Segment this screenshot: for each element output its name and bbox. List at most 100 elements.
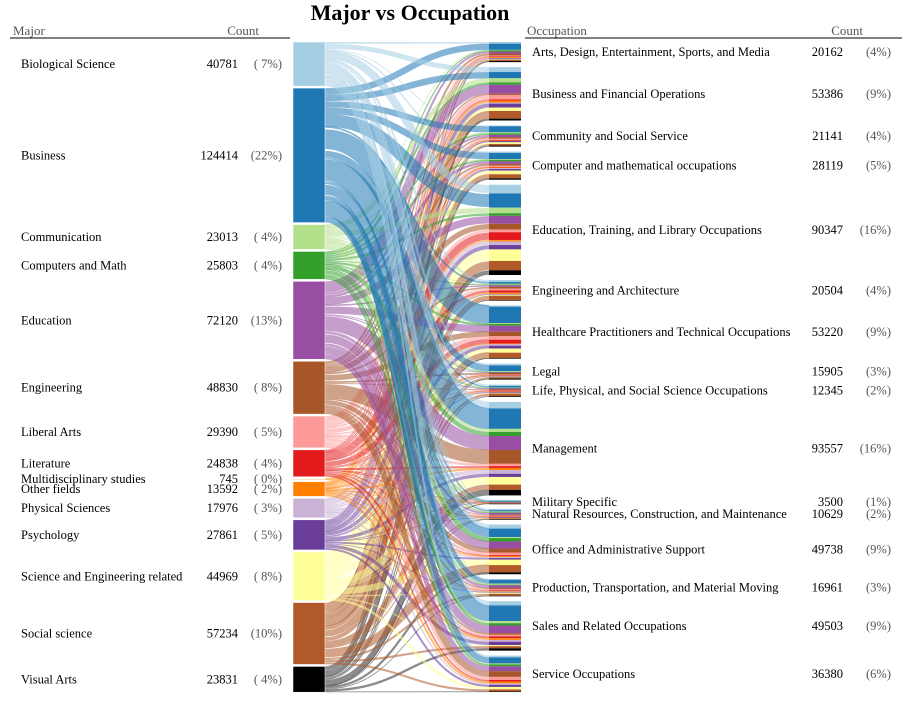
occupation-label-arts-design-entertainment-sports-and-media: Arts, Design, Entertainment, Sports, and… bbox=[532, 45, 770, 59]
occupation-segment-healthcare-practitioners-and-technical-occupations-business bbox=[489, 306, 521, 324]
occupation-pct-military-specific: (1%) bbox=[866, 495, 891, 509]
occupation-segment-healthcare-practitioners-and-technical-occupations-engineering bbox=[489, 331, 521, 337]
occupation-segment-service-occupations-science-and-engineering-related bbox=[489, 686, 521, 690]
flow-biological-science-to-education-training-and-library-occupations bbox=[324, 50, 490, 194]
occupation-segment-sales-and-related-occupations-computers-and-math bbox=[489, 623, 521, 626]
occupation-segment-service-occupations-other-fields bbox=[489, 681, 521, 684]
occupation-segment-production-transportation-and-material-moving-science-and-engineering-related bbox=[489, 592, 521, 594]
occupation-pct-office-and-administrative-support: (9%) bbox=[866, 542, 891, 556]
occupation-segment-natural-resources-construction-and-maintenance-literature bbox=[489, 516, 521, 517]
occupation-count-office-and-administrative-support: 49738 bbox=[812, 542, 843, 556]
major-count-engineering: 48830 bbox=[207, 381, 238, 395]
occupation-segment-computer-and-mathematical-occupations-science-and-engineering-related bbox=[489, 170, 521, 175]
occupation-segment-business-and-financial-operations-other-fields bbox=[489, 100, 521, 103]
occupation-count-legal: 15905 bbox=[812, 365, 843, 379]
occupation-segment-engineering-and-architecture-literature bbox=[489, 290, 521, 293]
occupation-segment-education-training-and-library-occupations-computers-and-math bbox=[489, 213, 521, 216]
occupation-segment-natural-resources-construction-and-maintenance-social-science bbox=[489, 518, 521, 520]
major-pct-education: (13%) bbox=[251, 313, 282, 327]
occupation-label-natural-resources-construction-and-maintenance: Natural Resources, Construction, and Mai… bbox=[532, 507, 787, 521]
occupation-segment-service-occupations-communication bbox=[489, 663, 521, 665]
occupation-segment-arts-design-entertainment-sports-and-media-liberal-arts bbox=[489, 55, 521, 57]
occupation-segment-education-training-and-library-occupations-social-science bbox=[489, 260, 521, 271]
major-label-communication: Communication bbox=[21, 230, 102, 244]
occupation-segment-sales-and-related-occupations-science-and-engineering-related bbox=[489, 645, 521, 647]
occupation-label-sales-and-related-occupations: Sales and Related Occupations bbox=[532, 619, 687, 633]
occupation-label-engineering-and-architecture: Engineering and Architecture bbox=[532, 283, 680, 297]
occupation-segment-management-biological-science bbox=[489, 401, 521, 409]
occupation-segment-service-occupations-psychology bbox=[489, 684, 521, 687]
occupation-segment-sales-and-related-occupations-psychology bbox=[489, 641, 521, 646]
flow-biological-science-to-management bbox=[324, 65, 490, 409]
occupation-segment-management-communication bbox=[489, 428, 521, 433]
occupation-segment-healthcare-practitioners-and-technical-occupations-communication bbox=[489, 323, 521, 324]
flow-science-and-engineering-related-to-service-occupations bbox=[324, 598, 490, 690]
occupation-segment-service-occupations-social-science bbox=[489, 689, 521, 692]
occupation-segment-arts-design-entertainment-sports-and-media-literature bbox=[489, 56, 521, 58]
occupation-segment-engineering-and-architecture-communication bbox=[489, 283, 521, 285]
occupation-segment-life-physical-and-social-science-occupations-visual-arts bbox=[489, 396, 521, 397]
occupation-segment-legal-communication bbox=[489, 371, 521, 373]
occupation-segment-management-other-fields bbox=[489, 468, 521, 470]
occupation-segment-community-and-social-service-communication bbox=[489, 132, 521, 134]
major-header: Major bbox=[13, 23, 45, 38]
flow-business-to-service-occupations bbox=[324, 216, 490, 664]
major-label-social-science: Social science bbox=[21, 626, 93, 640]
occupation-segment-healthcare-practitioners-and-technical-occupations-education bbox=[489, 325, 521, 332]
occupation-segment-service-occupations-literature bbox=[489, 679, 521, 682]
occupation-segment-natural-resources-construction-and-maintenance-education bbox=[489, 512, 521, 515]
occupation-segment-education-training-and-library-occupations-communication bbox=[489, 207, 521, 214]
flow-business-to-office-and-administrative-support bbox=[324, 184, 490, 538]
occupation-segment-office-and-administrative-support-business bbox=[489, 528, 521, 538]
occupation-segment-production-transportation-and-material-moving-biological-science bbox=[489, 579, 521, 580]
occupation-segment-community-and-social-service-liberal-arts bbox=[489, 138, 521, 140]
occupation-segment-business-and-financial-operations-psychology bbox=[489, 103, 521, 108]
flow-business-to-education-training-and-library-occupations bbox=[324, 113, 490, 208]
occupation-segment-education-training-and-library-occupations-liberal-arts bbox=[489, 229, 521, 233]
occupation-segment-business-and-financial-operations-physical-sciences bbox=[489, 102, 521, 104]
occupation-pct-management: (16%) bbox=[860, 442, 891, 456]
occupation-count-management: 93557 bbox=[812, 442, 843, 456]
occupation-segment-arts-design-entertainment-sports-and-media-other-fields bbox=[489, 57, 521, 58]
occupation-segment-community-and-social-service-psychology bbox=[489, 141, 521, 143]
occupation-segment-computer-and-mathematical-occupations-psychology bbox=[489, 169, 521, 171]
occupation-segment-office-and-administrative-support-engineering bbox=[489, 548, 521, 553]
occupation-count-natural-resources-construction-and-maintenance: 10629 bbox=[812, 507, 843, 521]
occupation-segment-arts-design-entertainment-sports-and-media-computers-and-math bbox=[489, 50, 521, 52]
occupation-pct-arts-design-entertainment-sports-and-media: (4%) bbox=[866, 45, 891, 59]
occupation-segment-legal-engineering bbox=[489, 372, 521, 375]
occupation-label-production-transportation-and-material-moving: Production, Transportation, and Material… bbox=[532, 581, 779, 595]
occupation-header: Occupation bbox=[527, 23, 587, 38]
occupation-pct-service-occupations: (6%) bbox=[866, 667, 891, 681]
occupation-label-community-and-social-service: Community and Social Service bbox=[532, 129, 688, 143]
occupation-count-engineering-and-architecture: 20504 bbox=[812, 283, 844, 297]
occupation-segment-community-and-social-service-biological-science bbox=[489, 125, 521, 127]
occupation-segment-life-physical-and-social-science-occupations-literature bbox=[489, 390, 521, 392]
flow-visual-arts-to-sales-and-related-occupations bbox=[324, 648, 490, 692]
occupation-segment-service-occupations-education bbox=[489, 666, 521, 672]
occupation-segment-arts-design-entertainment-sports-and-media-social-science bbox=[489, 59, 521, 62]
occupation-segment-business-and-financial-operations-education bbox=[489, 84, 521, 94]
major-pct-business: (22%) bbox=[251, 148, 282, 162]
occupation-segment-engineering-and-architecture-computers-and-math bbox=[489, 284, 521, 286]
major-pct-literature: ( 4%) bbox=[254, 456, 282, 470]
occupation-pct-production-transportation-and-material-moving: (3%) bbox=[866, 581, 891, 595]
occupation-segment-business-and-financial-operations-business bbox=[489, 72, 521, 79]
occupation-label-management: Management bbox=[532, 442, 598, 456]
major-pct-visual-arts: ( 4%) bbox=[254, 672, 282, 686]
occupation-segment-service-occupations-computers-and-math bbox=[489, 664, 521, 667]
occupation-segment-service-occupations-business bbox=[489, 657, 521, 664]
occupation-pct-legal: (3%) bbox=[866, 365, 891, 379]
occupation-count-arts-design-entertainment-sports-and-media: 20162 bbox=[812, 45, 843, 59]
occupation-label-office-and-administrative-support: Office and Administrative Support bbox=[532, 542, 706, 556]
flow-education-to-business-and-financial-operations bbox=[324, 84, 490, 293]
occupation-segment-office-and-administrative-support-liberal-arts bbox=[489, 552, 521, 556]
occupation-segment-business-and-financial-operations-communication bbox=[489, 78, 521, 83]
major-label-business: Business bbox=[21, 148, 66, 162]
occupation-count-business-and-financial-operations: 53386 bbox=[812, 87, 843, 101]
flow-social-science-to-service-occupations bbox=[324, 662, 490, 692]
occupation-segment-computer-and-mathematical-occupations-social-science bbox=[489, 174, 521, 179]
occupation-count-header: Count bbox=[831, 23, 863, 38]
major-bar-social-science bbox=[292, 602, 326, 665]
occupation-segment-office-and-administrative-support-computers-and-math bbox=[489, 538, 521, 542]
